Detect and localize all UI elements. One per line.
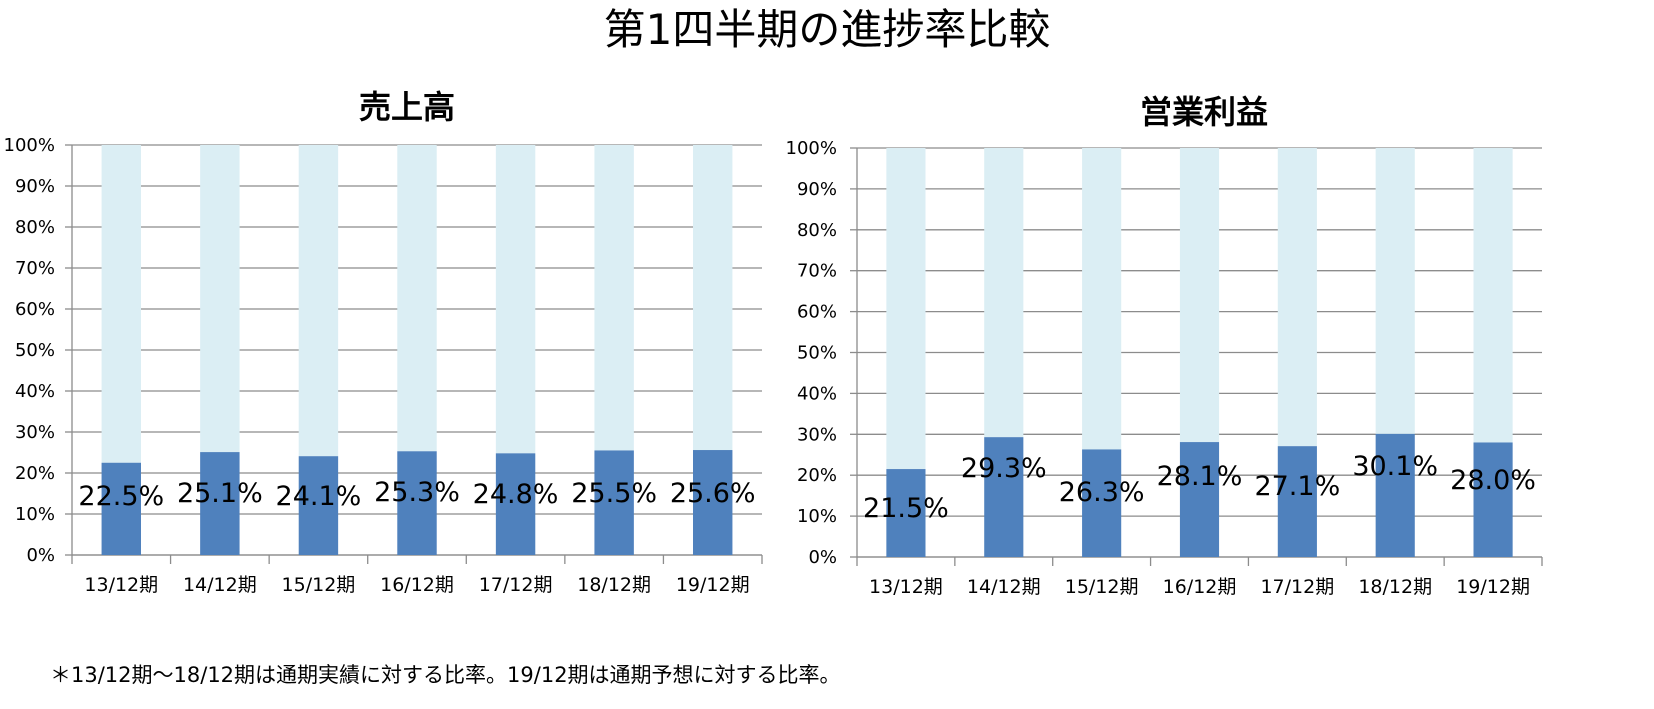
y-tick-label: 90% [797,179,837,200]
bar-remainder [200,145,240,453]
footnote: ＊13/12期〜18/12期は通期実績に対する比率。19/12期は通期予想に対す… [50,663,841,687]
bar-remainder [1473,148,1513,443]
y-tick-label: 30% [797,424,837,445]
chart-title: 営業利益 [1140,93,1268,131]
category-label: 17/12期 [1260,576,1334,598]
data-label: 25.3% [374,477,460,508]
y-tick-label: 50% [797,343,837,364]
bar-value [495,453,536,555]
y-tick-label: 0% [26,545,55,566]
y-tick-label: 40% [797,383,837,404]
y-tick-label: 70% [797,261,837,282]
y-tick-label: 30% [15,422,55,443]
data-label: 28.0% [1450,465,1536,496]
data-label: 27.1% [1254,471,1340,502]
bar-remainder [397,145,437,452]
category-label: 19/12期 [676,574,750,596]
bar-value [1473,442,1513,557]
bar-value [1277,446,1317,557]
category-label: 15/12期 [1065,576,1139,598]
bar-value [200,452,240,555]
category-label: 16/12期 [1163,576,1237,598]
category-label: 14/12期 [967,576,1041,598]
bar-value [886,469,926,557]
bar-remainder [495,145,536,454]
bar-remainder [886,148,926,470]
bar-value [397,451,437,555]
bar-remainder [298,145,339,457]
category-label: 13/12期 [869,576,943,598]
chart-title: 売上高 [359,88,455,126]
bar-remainder [594,145,634,451]
bar-value [1375,433,1415,557]
bar-remainder [1082,148,1122,450]
data-label: 25.5% [571,478,657,509]
bar-value [1179,442,1220,557]
data-label: 24.8% [473,479,559,510]
y-tick-label: 0% [808,547,837,568]
data-label: 22.5% [78,481,164,512]
data-label: 29.3% [961,453,1047,484]
data-label: 25.1% [177,478,263,509]
main-title: 第1四半期の進捗率比較 [603,5,1051,54]
category-label: 19/12期 [1456,576,1530,598]
bar-remainder [1179,148,1220,443]
data-label: 28.1% [1157,461,1243,492]
category-label: 14/12期 [183,574,257,596]
category-label: 18/12期 [1358,576,1432,598]
y-tick-label: 10% [797,506,837,527]
y-tick-label: 20% [15,463,55,484]
bar-value [984,437,1024,557]
bar-value [693,450,733,555]
y-tick-label: 50% [15,340,55,361]
y-tick-label: 60% [797,302,837,323]
y-tick-label: 80% [797,220,837,241]
data-label: 30.1% [1352,451,1438,482]
bar-value [101,462,141,555]
category-label: 15/12期 [282,574,356,596]
sales-chart: 売上高 0% 10% 20% 30% 40% 50% 60% 70% 80% 90% 100% 22.5… [4,88,763,596]
y-tick-label: 70% [15,258,55,279]
bar-remainder [1375,148,1415,434]
category-label: 17/12期 [479,574,553,596]
y-tick-label: 40% [15,381,55,402]
bar-value [1082,449,1122,557]
y-tick-label: 20% [797,465,837,486]
y-tick-label: 10% [15,504,55,525]
bar-value [594,450,634,555]
bar-remainder [693,145,733,451]
operating-profit-chart: 営業利益 0% 10% 20% 30% 40% 50% 60% 70% 80% 90% 100% 21.… [786,93,1543,598]
y-tick-label: 80% [15,217,55,238]
data-label: 25.6% [670,478,756,509]
category-label: 16/12期 [380,574,454,596]
category-label: 18/12期 [577,574,651,596]
bar-value [298,456,339,555]
y-tick-label: 100% [4,135,55,156]
data-label: 26.3% [1059,477,1145,508]
bar-remainder [984,148,1024,438]
data-label: 21.5% [863,493,949,524]
bar-remainder [1277,148,1317,447]
category-label: 13/12期 [84,574,158,596]
y-tick-label: 100% [786,138,837,159]
y-tick-label: 60% [15,299,55,320]
y-tick-label: 90% [15,176,55,197]
data-label: 24.1% [276,481,362,512]
bar-remainder [101,145,141,463]
